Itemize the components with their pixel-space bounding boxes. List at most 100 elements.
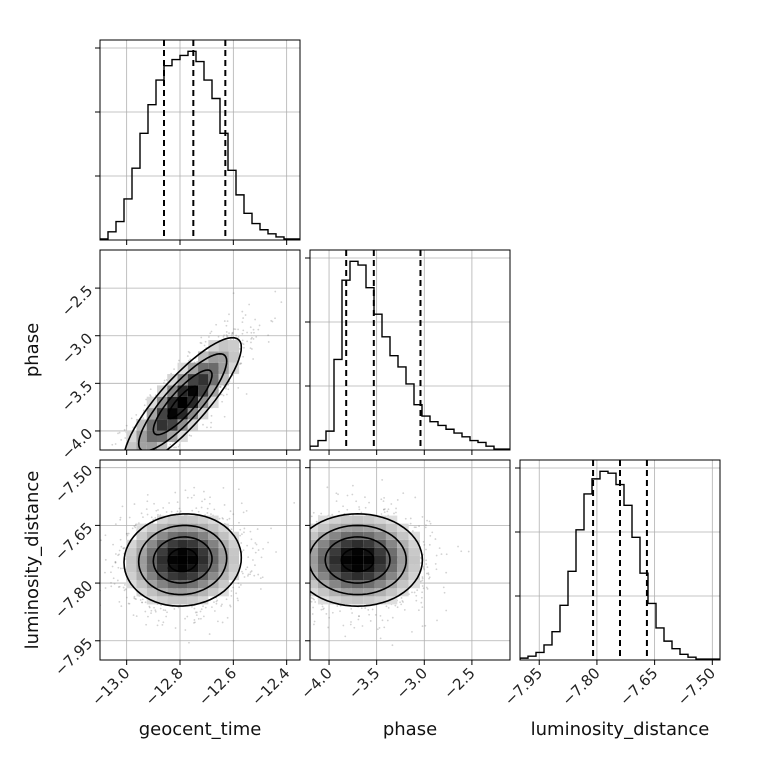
scatter-point: [200, 342, 203, 345]
scatter-point: [229, 338, 232, 341]
scatter-point: [391, 644, 394, 647]
scatter-point: [290, 589, 292, 591]
density-cell: [218, 547, 229, 556]
panel-geocent_time-hist: [95, 39, 301, 245]
scatter-point: [307, 552, 309, 554]
scatter-point: [243, 576, 246, 578]
scatter-point: [428, 520, 431, 523]
scatter-point: [230, 594, 233, 597]
density-cell: [187, 588, 199, 597]
scatter-point: [193, 486, 196, 489]
scatter-point: [399, 601, 401, 604]
scatter-point: [314, 601, 317, 603]
scatter-point: [110, 571, 112, 574]
scatter-point: [132, 481, 134, 483]
scatter-point: [335, 492, 338, 495]
scatter-point: [440, 553, 443, 556]
scatter-point: [308, 576, 310, 578]
scatter-point: [424, 526, 427, 529]
scatter-point: [119, 503, 121, 505]
scatter-point: [215, 323, 218, 326]
scatter-point: [121, 505, 124, 508]
scatter-point: [209, 332, 212, 335]
scatter-point: [104, 474, 106, 476]
scatter-point: [165, 511, 168, 513]
scatter-point: [311, 613, 314, 615]
scatter-point: [170, 510, 173, 513]
density-cell: [198, 408, 209, 420]
scatter-point: [103, 455, 105, 457]
scatter-point: [296, 542, 298, 544]
scatter-point: [242, 549, 245, 551]
density-cell: [167, 515, 178, 524]
scatter-point: [237, 582, 240, 585]
x-tick-label: −12.6: [195, 664, 240, 709]
y-tick-label: −4.0: [58, 425, 96, 463]
scatter-point: [250, 341, 252, 344]
scatter-point: [421, 577, 424, 580]
density-cell: [187, 531, 199, 540]
scatter-point: [169, 443, 172, 446]
scatter-point: [228, 313, 230, 316]
scatter-point: [138, 456, 140, 458]
scatter-point: [163, 379, 166, 382]
scatter-point: [336, 605, 339, 607]
scatter-point: [257, 328, 260, 331]
scatter-point: [280, 301, 283, 304]
scatter-point: [298, 542, 300, 544]
density-cell: [218, 374, 229, 386]
scatter-point: [402, 492, 405, 495]
scatter-point: [238, 521, 240, 524]
scatter-point: [160, 604, 162, 607]
scatter-point: [149, 388, 152, 391]
scatter-point: [162, 455, 164, 457]
scatter-point: [117, 469, 119, 471]
density-cell: [136, 531, 147, 540]
scatter-point: [435, 568, 438, 571]
scatter-point: [140, 512, 143, 515]
scatter-point: [123, 589, 126, 592]
scatter-point: [322, 607, 325, 610]
scatter-point: [133, 525, 136, 528]
scatter-point: [367, 609, 370, 611]
scatter-point: [165, 378, 168, 381]
scatter-point: [116, 471, 118, 473]
scatter-point: [417, 609, 420, 612]
scatter-point: [197, 510, 200, 513]
scatter-point: [268, 575, 270, 577]
density-cell: [208, 555, 219, 565]
scatter-point: [147, 615, 149, 618]
scatter-point: [119, 567, 122, 570]
scatter-point: [114, 443, 117, 445]
density-cell: [218, 572, 229, 581]
scatter-point: [257, 573, 260, 576]
scatter-point: [302, 598, 304, 600]
scatter-point: [252, 358, 255, 360]
density-cell: [228, 547, 240, 556]
scatter-point: [110, 477, 112, 479]
scatter-point: [427, 572, 430, 575]
scatter-point: [118, 600, 121, 603]
scatter-point: [124, 584, 126, 586]
scatter-point: [153, 502, 155, 505]
scatter-point: [107, 470, 109, 472]
density-cell: [177, 385, 188, 397]
x-tick-label: −13.0: [88, 664, 133, 709]
scatter-point: [119, 463, 121, 465]
scatter-point: [114, 523, 117, 526]
scatter-point: [123, 546, 126, 549]
scatter-point: [364, 506, 367, 509]
scatter-point: [168, 502, 170, 504]
scatter-point: [233, 328, 235, 330]
scatter-point: [226, 335, 228, 338]
scatter-point: [304, 553, 306, 555]
scatter-point: [421, 591, 424, 594]
density-cell: [198, 351, 209, 363]
scatter-point: [146, 500, 149, 503]
density-cell: [167, 531, 178, 540]
scatter-point: [279, 568, 281, 570]
scatter-point: [132, 472, 134, 474]
scatter-point: [411, 630, 413, 633]
scatter-point: [125, 533, 128, 535]
scatter-point: [273, 615, 275, 617]
